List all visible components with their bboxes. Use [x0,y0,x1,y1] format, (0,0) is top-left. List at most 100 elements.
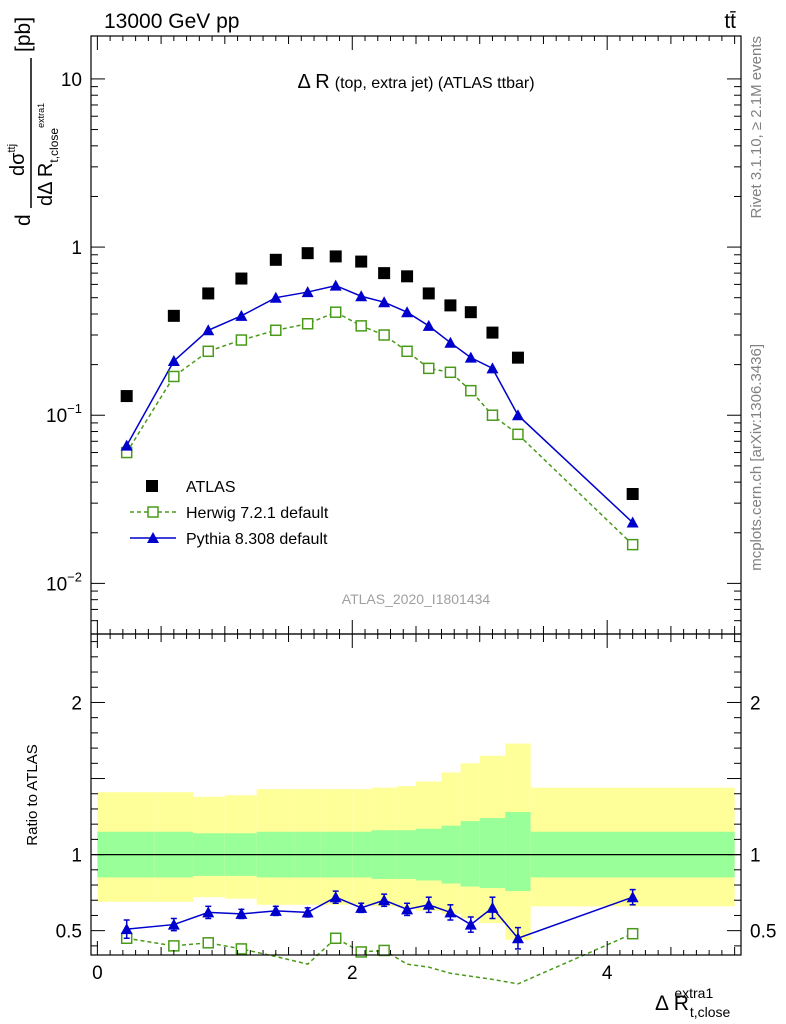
ratio-herwig-point [329,932,342,945]
atlas-point [422,287,435,300]
ylabel-denominator-base: dΔ R [35,163,57,206]
pythia-point [269,291,282,303]
analysis-watermark: ATLAS_2020_I1801434 [342,591,491,607]
main-panel-series [120,247,639,551]
header-energy-label: 13000 GeV pp [104,10,239,33]
ratio-herwig-point [168,940,180,952]
ratio-y-tick-label-right: 1 [750,846,761,867]
ratio-herwig-point [355,946,367,958]
ratio-y-tick-label-left: 2 [71,693,82,714]
pythia-point [511,409,524,421]
herwig-point [444,366,457,379]
legend: ATLAS Herwig 7.2.1 default Pythia 8.308 … [130,479,329,548]
ratio-pythia-point [626,891,639,903]
atlas-point [269,253,282,266]
atlas-point [511,351,524,364]
ratio-herwig-point [378,944,390,957]
ratio-y-tick-label-right: 0.5 [750,922,776,943]
atlas-point [464,306,477,319]
ratio-pythia-point [444,906,457,918]
ratio-pythia-line [126,896,633,940]
pythia-point [422,319,435,331]
x-tick-label: 0 [92,963,103,984]
atlas-point [329,250,342,263]
herwig-point [486,409,499,421]
ratio-herwig-line [126,933,633,985]
title-text: (top, extra jet) (ATLAS ttbar) [335,75,535,92]
ylabel-unit: [pb] [12,17,35,52]
rivet-version-label: Rivet 3.1.10, ≥ 2.1M events [748,36,765,219]
ratio-y-tick-label-right: 2 [750,693,761,714]
atlas-point [444,299,457,312]
ylabel-numerator-base: dσ [7,152,29,176]
xlabel-sub: t,close [690,1004,731,1020]
tick-label-exponent: −2 [67,569,82,584]
x-tick-label: 2 [347,963,358,984]
ratio-y-axis-label: Ratio to ATLAS [24,744,41,845]
ratio-pythia-point [202,906,215,918]
ratio-uncertainty-bands [97,743,735,940]
ratio-pythia-point [486,901,499,913]
header-process-label: tt̄ [724,10,736,33]
herwig-point [465,384,477,397]
atlas-point [301,247,314,260]
pythia-point [626,516,639,528]
ratio-pythia-point [329,891,342,903]
ratio-pythia-point [167,918,180,930]
ratio-pythia-point [269,904,282,916]
herwig-point [512,428,524,441]
herwig-point [355,320,367,332]
herwig-point [301,317,314,330]
ratio-pythia-point [401,903,414,915]
ylabel-denominator-sub: t,close [47,128,61,163]
atlas-point [235,272,248,285]
atlas-point [486,326,499,339]
tick-label-base: 10 [46,406,67,427]
atlas-point [120,390,133,403]
pythia-point [401,306,414,318]
pythia-point [120,439,133,451]
herwig-point [202,345,215,358]
ratio-pythia-point [355,901,368,913]
atlas-point [626,488,639,501]
ratio-y-tick-label-left: 0.5 [56,922,82,943]
ratio-herwig-point [202,937,215,949]
main-y-tick-label: 1 [71,238,82,259]
ylabel-prefix: d [12,214,35,226]
pythia-point [486,362,499,374]
herwig-point [270,324,282,337]
ratio-pythia-point [235,907,248,919]
herwig-point [422,362,435,375]
atlas-point [167,309,180,322]
ratio-band-inner-bin [505,811,531,892]
atlas-point [202,287,215,300]
ylabel-numerator-sup: ttj [6,144,18,153]
ratio-pythia-point [511,932,524,944]
herwig-point [329,306,342,318]
ratio-pythia-point [464,918,477,930]
ratio-pythia-point [120,923,133,935]
legend-atlas-marker [146,480,158,492]
x-tick-label: 4 [602,963,613,984]
herwig-point [168,370,180,383]
ratio-panel-series [120,888,639,985]
legend-pythia-label: Pythia 8.308 default [186,531,328,548]
axis-ticks [91,36,741,955]
pythia-point [378,296,391,308]
pythia-line [126,284,634,524]
herwig-point [626,538,639,551]
pythia-point [355,290,368,302]
herwig-point [235,334,248,346]
pythia-point [301,286,314,298]
atlas-point [401,270,414,283]
legend-herwig-label: Herwig 7.2.1 default [186,505,329,522]
xlabel-base: Δ R [655,992,689,1015]
tick-label-exponent: −1 [67,401,82,416]
ylabel-denominator-subsup: extra1 [36,103,46,128]
ratio-pythia-point [422,898,435,910]
herwig-point [378,329,390,341]
atlas-point [355,255,368,268]
main-y-tick-label: 10 [61,70,82,91]
